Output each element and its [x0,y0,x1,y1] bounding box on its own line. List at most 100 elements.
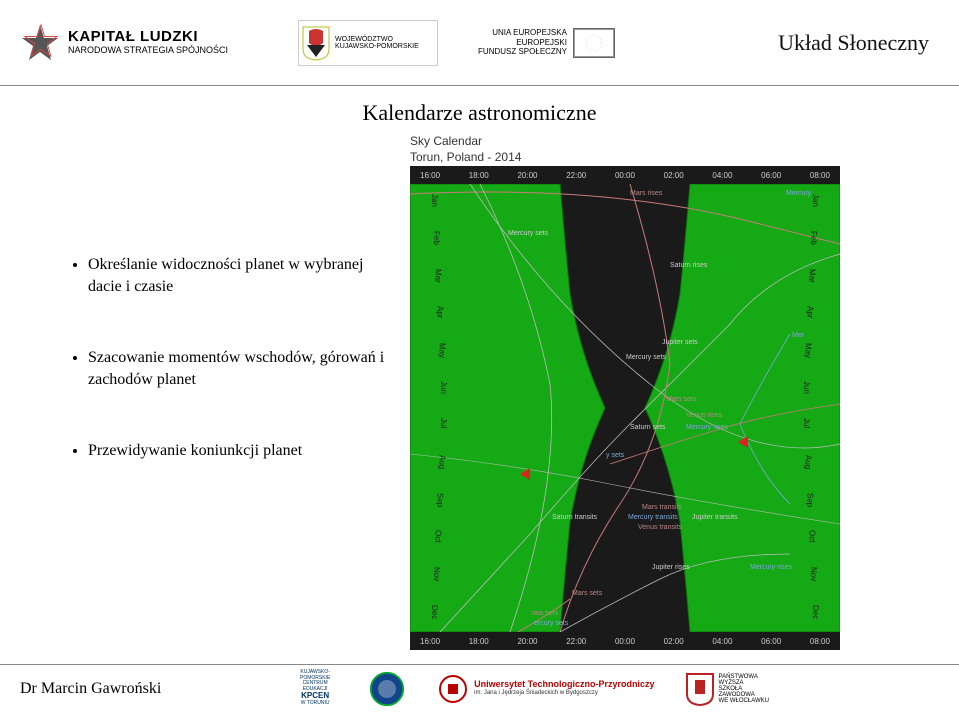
month-label-left: Jun [439,381,448,394]
month-label-right: Sep [806,493,815,507]
axis-bottom: 16:00 18:00 20:00 22:00 00:00 02:00 04:00 06:00… [410,632,840,650]
author-name: Dr Marcin Gawroński [20,680,161,698]
plot-area: Jan Feb Mar Apr May Jun Jul Aug Sep Oct Nov Dec Jan… [410,184,840,632]
planet-label: Saturn transits [552,514,597,521]
footer-bar: Dr Marcin Gawroński KUJAWSKO-POMORSKIE C… [0,664,959,712]
logo-kl-small: NARODOWA STRATEGIA SPÓJNOŚCI [68,46,228,56]
month-label-left: Mar [434,269,443,283]
eu-l2: EUROPEJSKI [478,38,567,48]
time-tick: 16:00 [420,171,440,180]
planet-label: Venus rises [686,412,722,419]
time-tick: 00:00 [615,171,635,180]
planet-label: Jupiter rises [652,564,690,571]
utb-seal-icon [438,674,468,704]
time-tick: 08:00 [810,171,830,180]
kpcen-logo: KUJAWSKO-POMORSKIE CENTRUM EDUKACJI KPCE… [294,671,336,707]
time-tick: 02:00 [664,171,684,180]
month-label-right: Oct [807,530,816,542]
month-label-right: Jul [802,418,811,428]
planet-label: Mars sets [666,396,696,403]
utb-logo: Uniwersytet Technologiczno-Przyrodniczy … [438,674,654,704]
bullet-3: Przewidywanie koniunkcji planet [88,440,400,462]
planet-label: Mercury rises [686,424,728,431]
bullet-2: Szacowanie momentów wschodów, górowań i … [88,347,400,390]
bullet-list: Określanie widoczności planet w wybranej… [0,134,400,650]
woj-l2: KUJAWSKO-POMORSKIE [335,43,419,50]
time-tick: 06:00 [761,171,781,180]
month-label-left: Jul [439,418,448,428]
time-tick: 16:00 [420,637,440,646]
logo-kapital-ludzki: KAPITAŁ LUDZKI NARODOWA STRATEGIA SPÓJNO… [20,23,228,63]
star-icon [20,23,60,63]
woj-l1: WOJEWÓDZTWO [335,36,419,43]
time-tick: 08:00 [810,637,830,646]
axis-top: 16:0018:0020:0022:0000:0002:0004:0006:00… [410,166,840,184]
time-tick: 18:00 [469,171,489,180]
month-label-right: Apr [806,306,815,318]
chart-caption-1: Sky Calendar [410,134,482,148]
month-label-left: Dec [430,605,439,619]
planet-label: Mars transits [642,504,682,511]
planet-label: Mer [792,332,804,339]
month-label-left: Oct [434,530,443,542]
main-title: Kalendarze astronomiczne [0,100,959,126]
eu-l1: UNIA EUROPEJSKA [478,28,567,38]
time-tick: 18:00 [469,637,489,646]
eu-flag-icon [573,28,615,58]
pwsz-shield-icon [685,672,715,706]
logo-kl-text: KAPITAŁ LUDZKI NARODOWA STRATEGIA SPÓJNO… [68,29,228,55]
planet-label: Mercury sets [508,230,548,237]
month-label-right: Jun [802,381,811,394]
planet-label: Saturn sets [630,424,665,431]
planet-label: Jupiter transits [692,514,738,521]
logo-wojewodztwo: WOJEWÓDZTWO KUJAWSKO-POMORSKIE [298,20,438,66]
time-tick: 04:00 [712,171,732,180]
month-label-right: Dec [811,605,820,619]
month-label-left: May [437,343,446,358]
time-tick: 00:00 [615,637,635,646]
month-label-left: Nov [432,567,441,581]
pwsz-logo: PAŃSTWOWA WYŻSZA SZKOŁA ZAWODOWA WE WŁOC… [685,672,769,706]
header-bar: KAPITAŁ LUDZKI NARODOWA STRATEGIA SPÓJNO… [0,0,959,86]
chart-caption-2: Torun, Poland - 2014 [410,150,521,164]
month-label-left: Feb [432,231,441,245]
chart-container: Sky Calendar Torun, Poland - 2014 16:001… [410,134,959,650]
logo-woj-text: WOJEWÓDZTWO KUJAWSKO-POMORSKIE [335,36,419,50]
time-tick: 04:00 [712,637,732,646]
planet-label: Mars sets [572,590,602,597]
month-label-right: Nov [809,567,818,581]
shield-icon [301,25,331,61]
month-label-right: May [804,343,813,358]
time-tick: 02:00 [664,637,684,646]
eu-l3: FUNDUSZ SPOŁECZNY [478,47,567,57]
time-tick: 22:00 [566,637,586,646]
month-label-left: Apr [435,306,444,318]
page-title: Układ Słoneczny [778,30,929,56]
content-area: Określanie widoczności planet w wybranej… [0,134,959,650]
planet-label: Saturn rises [670,262,707,269]
logo-kl-big: KAPITAŁ LUDZKI [68,29,228,46]
time-tick: 06:00 [761,637,781,646]
month-label-right: Aug [804,455,813,469]
planet-label: y sets [606,452,624,459]
logo-eu: UNIA EUROPEJSKA EUROPEJSKI FUNDUSZ SPOŁE… [478,28,615,58]
month-label-left: Jan [430,194,439,207]
planet-label: Jupiter sets [662,339,698,346]
eu-text: UNIA EUROPEJSKA EUROPEJSKI FUNDUSZ SPOŁE… [478,28,567,57]
month-label-left: Sep [435,493,444,507]
planet-label: Mercury sets [626,354,666,361]
planet-label: Mercury transits [628,514,678,521]
planet-label: nus sets [532,610,558,617]
month-label-right: Jan [811,194,820,207]
sky-calendar-chart: 16:00 18:00 20:00 22:00 00:00 02:00 04:00 06:00… [410,166,840,650]
planet-label: Mercury rises [750,564,792,571]
month-label-right: Mar [807,269,816,283]
planet-label: Mars rises [630,190,662,197]
month-label-left: Aug [437,455,446,469]
planet-label: Venus transits [638,524,682,531]
planet-label: ercury sets [534,620,568,627]
planet-label: Mercury [786,190,811,197]
time-tick: 20:00 [517,637,537,646]
bullet-1: Określanie widoczności planet w wybranej… [88,254,400,297]
time-tick: 22:00 [566,171,586,180]
